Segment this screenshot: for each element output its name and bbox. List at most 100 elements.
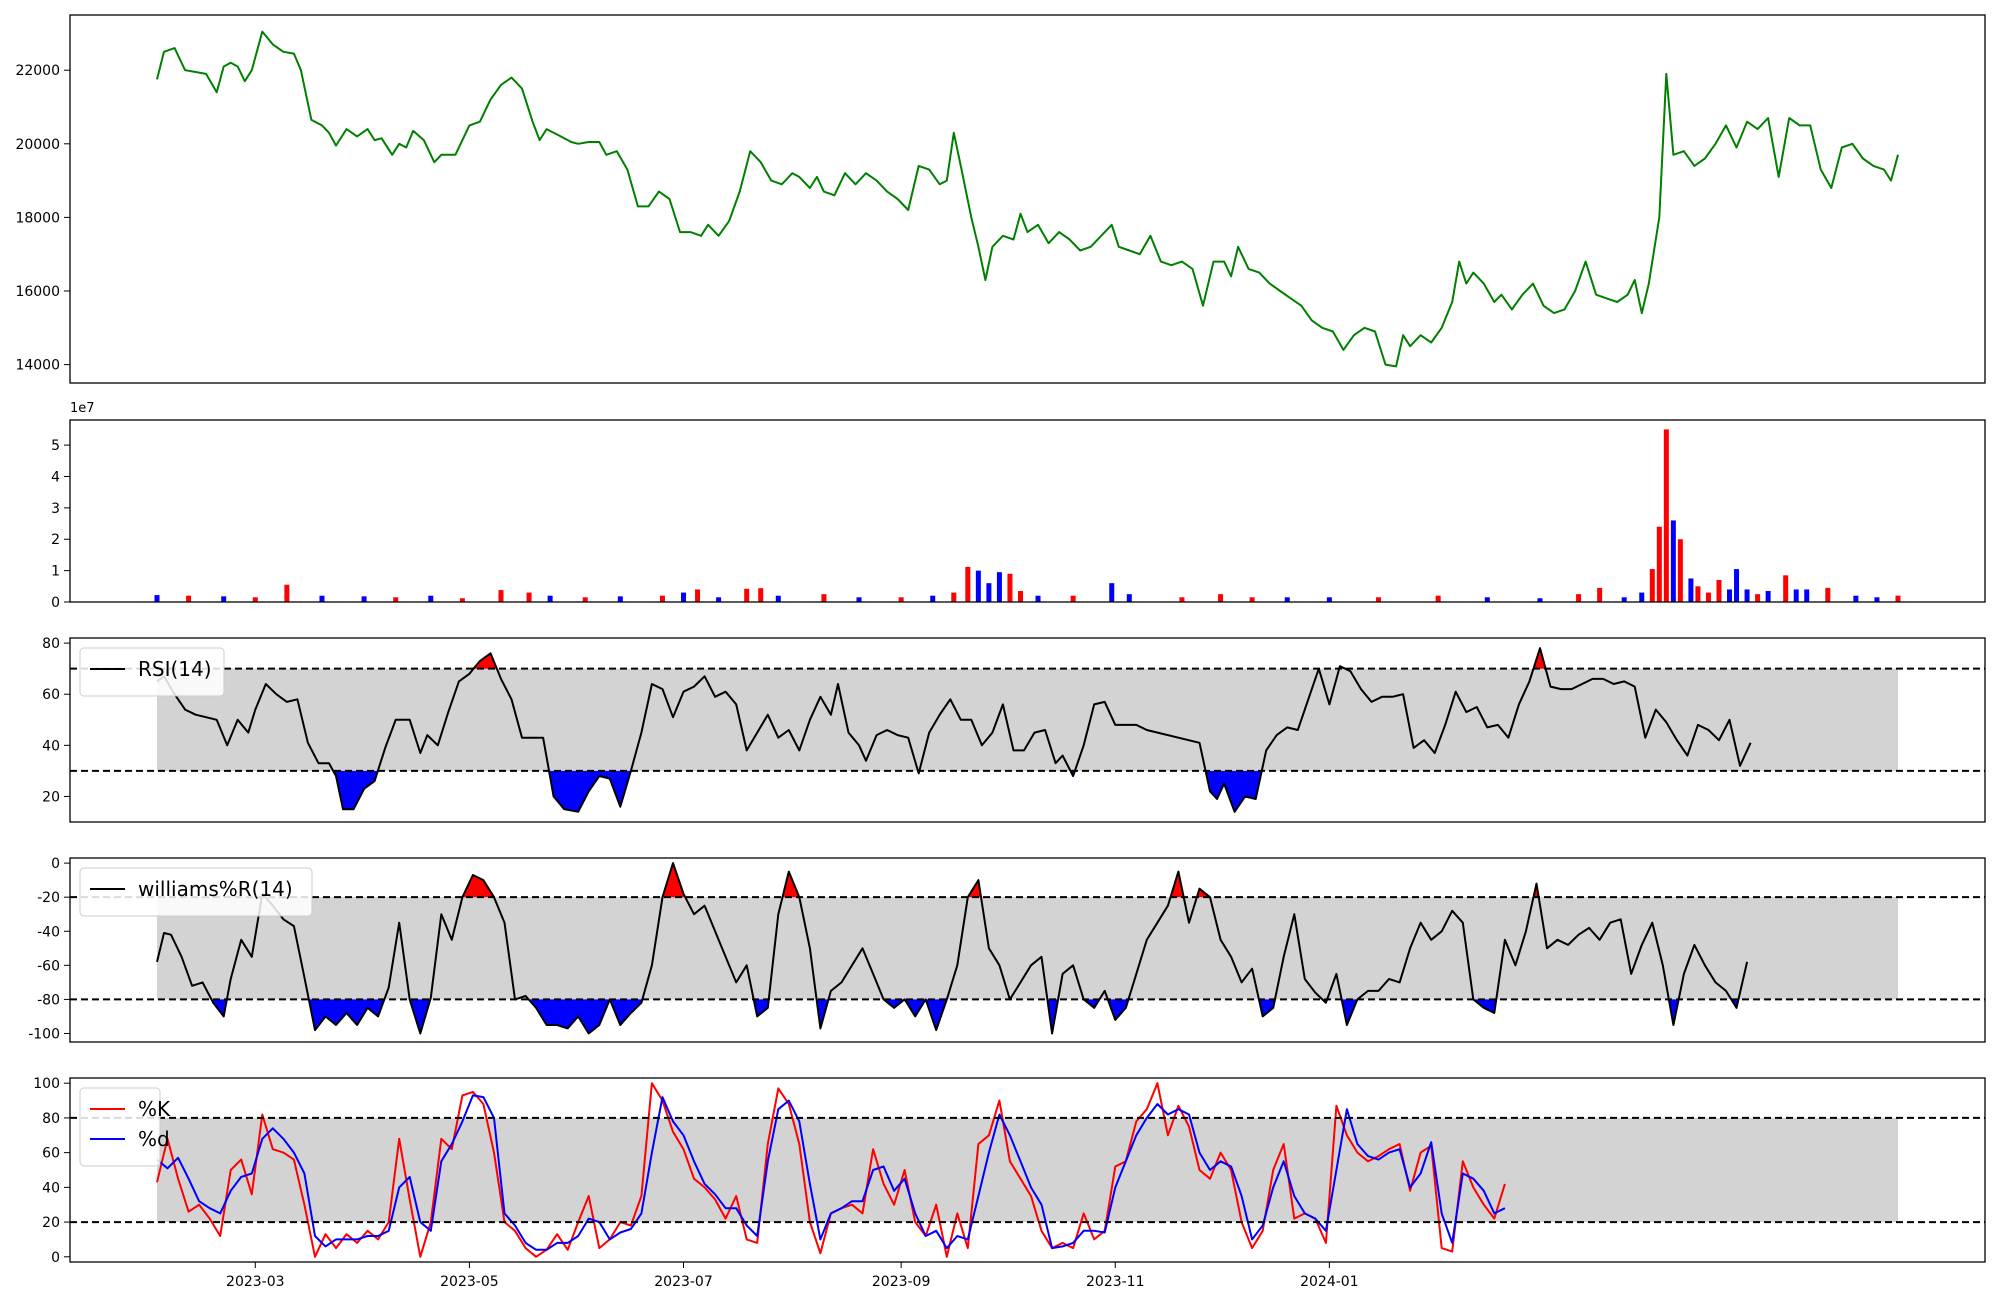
xtick-label: 2023-07 [654, 1274, 713, 1290]
legend-box [79, 647, 225, 697]
legend-box [79, 1087, 161, 1167]
volume-bar [1249, 597, 1255, 602]
williams-willr-line [156, 862, 1749, 1035]
volume-bar [1765, 591, 1771, 602]
volume-bar [1755, 594, 1761, 602]
rsi-neutral-band [157, 668, 1898, 771]
volume-bar [393, 597, 399, 602]
volume-bar [1744, 589, 1750, 602]
volume-bar [1895, 595, 1901, 602]
volume-bar [898, 597, 904, 602]
volume-bar [775, 595, 781, 602]
volume-bar [1126, 594, 1132, 602]
volume-bar [284, 584, 290, 602]
legend-label: %d [138, 1127, 170, 1151]
xtick-label: 2023-11 [1086, 1274, 1145, 1290]
volume-bar [1007, 573, 1013, 602]
volume-bar [1734, 569, 1740, 602]
volume-bar [716, 597, 722, 602]
volume-bar [1284, 597, 1290, 602]
volume-bar [996, 572, 1002, 602]
volume-bar [821, 594, 827, 602]
volume-bar [1435, 595, 1441, 602]
rsi-oversold-fill [333, 770, 378, 810]
williams-neutral-band [157, 897, 1898, 1000]
williams-overbought-fill [1170, 871, 1184, 898]
volume-bar [1576, 594, 1582, 602]
stochastic-plot-area [70, 1082, 1985, 1258]
stochastic-legend: %K %d [79, 1087, 171, 1167]
williams-oversold-fill [409, 999, 431, 1034]
williams-oversold-fill [1107, 999, 1129, 1020]
volume-bar [1793, 589, 1799, 602]
williams-ytick-label: -60 [37, 958, 60, 974]
volume-bar [1218, 594, 1224, 602]
stochastic-frame [69, 1077, 1986, 1263]
stochastic-d-line [156, 1094, 1506, 1251]
price-ytick-label: 18000 [15, 210, 60, 226]
volume-bar [930, 595, 936, 602]
volume-plot-area [154, 429, 1901, 602]
volume-ytick-label: 2 [51, 532, 60, 548]
volume-bar [154, 595, 160, 602]
volume-bar [1376, 597, 1382, 602]
volume-bar [1804, 589, 1810, 602]
volume-bar [1663, 429, 1669, 602]
xtick-label: 2024-01 [1300, 1274, 1359, 1290]
volume-bar [498, 590, 504, 602]
williams-oversold-fill [1258, 999, 1275, 1017]
volume-ytick-label: 3 [51, 501, 60, 517]
volume-bar [1874, 597, 1880, 602]
stochastic-ytick-label: 0 [51, 1250, 60, 1266]
williams-oversold-fill [904, 999, 926, 1017]
williams-panel: 0 -20 -40 -60 -80 -100 williams%R(14) [28, 856, 1986, 1043]
volume-bar [1688, 578, 1694, 602]
williams-oversold-fill [1047, 999, 1059, 1034]
volume-bar [1716, 580, 1722, 602]
volume-bar [1670, 520, 1676, 602]
rsi-ytick-label: 40 [42, 738, 60, 754]
volume-ytick-label: 1 [51, 564, 60, 580]
price-ytick-label: 22000 [15, 63, 60, 79]
williams-ytick-label: -80 [37, 992, 60, 1008]
volume-bar [1035, 595, 1041, 602]
volume-panel: 0 1 2 3 4 5 1e7 [51, 401, 1986, 611]
volume-bar [758, 588, 764, 602]
williams-overbought-fill [782, 871, 800, 898]
williams-oversold-fill [308, 999, 385, 1031]
volume-bar [459, 598, 465, 602]
volume-bar [1621, 597, 1627, 602]
volume-bar [1537, 598, 1543, 602]
volume-ytick-label: 4 [51, 469, 60, 485]
volume-bar [221, 596, 227, 602]
stochastic-ytick-label: 100 [33, 1076, 60, 1092]
volume-bar [681, 592, 687, 602]
volume-bar [744, 588, 750, 602]
volume-bar [361, 596, 367, 602]
volume-bar [1656, 526, 1662, 602]
volume-bar [1484, 597, 1490, 602]
price-ytick-label: 16000 [15, 284, 60, 300]
rsi-plot-area [70, 647, 1985, 813]
volume-bar [975, 570, 981, 602]
rsi-legend: RSI(14) [79, 647, 225, 697]
legend-box [79, 867, 313, 917]
williams-ytick-label: -20 [37, 890, 60, 906]
volume-bar [1695, 586, 1701, 602]
williams-plot-area [70, 862, 1985, 1035]
stochastic-ytick-label: 60 [42, 1146, 60, 1162]
rsi-panel: 20 40 60 80 RSI(14) [42, 636, 1986, 823]
williams-overbought-fill [662, 863, 686, 898]
volume-ytick-label: 5 [51, 438, 60, 454]
williams-oversold-fill [925, 999, 947, 1031]
volume-bar [1109, 583, 1115, 602]
stochastic-ytick-label: 40 [42, 1180, 60, 1196]
volume-bar [1326, 597, 1332, 602]
volume-bar [1639, 592, 1645, 602]
volume-bar [1727, 589, 1733, 602]
volume-bar [1853, 595, 1859, 602]
volume-bar [319, 595, 325, 602]
price-ytick-label: 14000 [15, 358, 60, 374]
rsi-oversold-fill [549, 770, 631, 812]
